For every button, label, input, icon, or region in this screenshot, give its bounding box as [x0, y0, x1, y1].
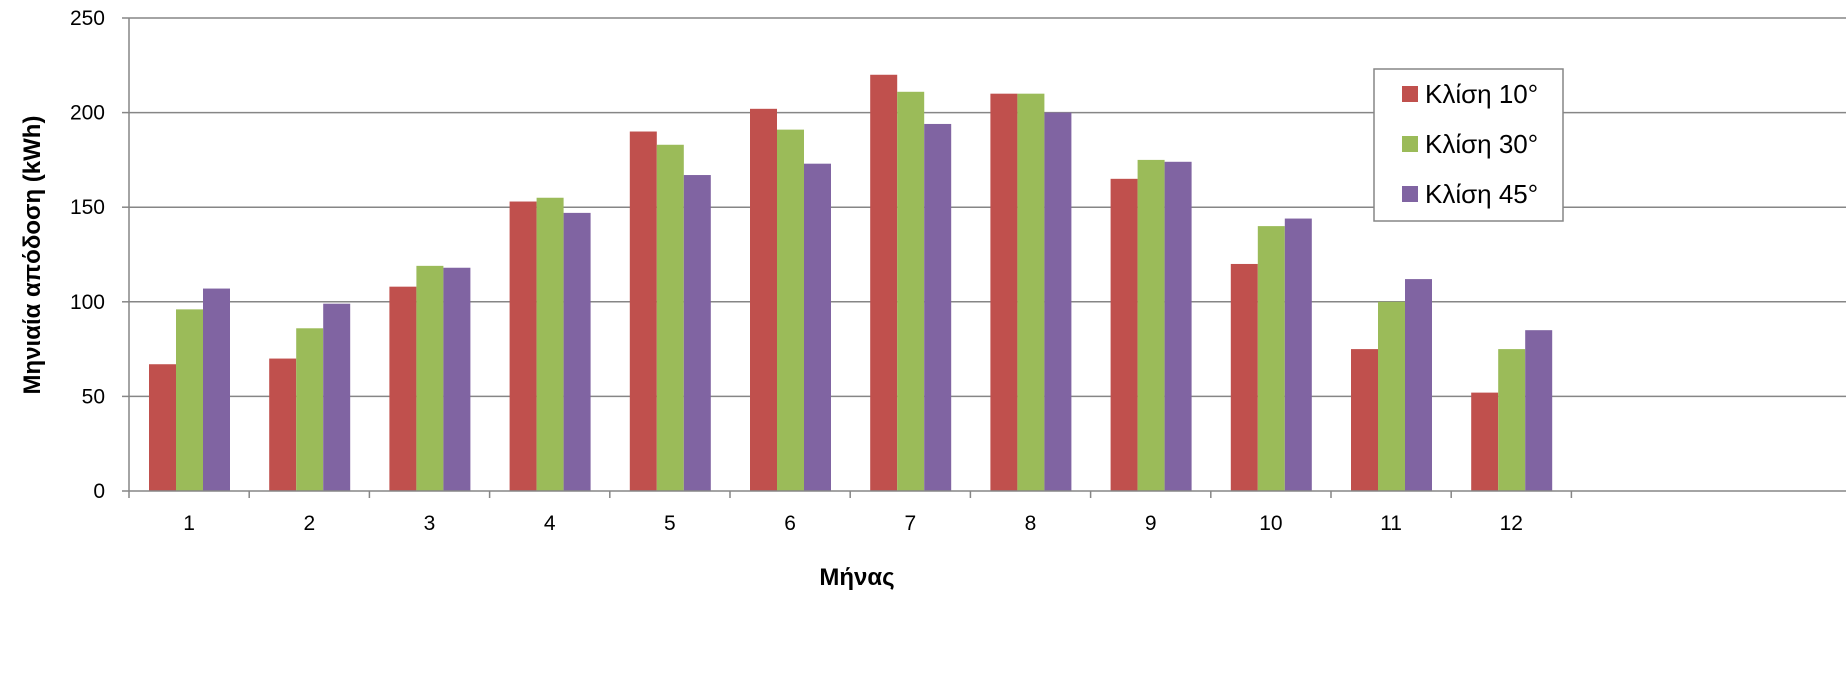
legend-label-tilt-45: Κλίση 45° — [1425, 179, 1538, 209]
bar — [1405, 279, 1432, 491]
x-tick-label: 12 — [1500, 512, 1523, 535]
bar — [990, 93, 1018, 492]
x-tick-label: 1 — [183, 512, 195, 535]
bar — [389, 286, 417, 491]
x-tick-label: 4 — [544, 512, 556, 535]
bar — [804, 163, 831, 491]
legend: Κλίση 10° Κλίση 30° Κλίση 45° — [1373, 68, 1564, 222]
bar — [750, 108, 777, 491]
bar — [683, 175, 711, 491]
legend-item-tilt-10: Κλίση 10° — [1402, 79, 1538, 109]
bar — [149, 364, 176, 491]
bar — [1498, 349, 1526, 491]
x-tick-label: 7 — [904, 512, 916, 535]
x-tick-label: 8 — [1025, 512, 1037, 535]
legend-item-tilt-45: Κλίση 45° — [1402, 179, 1538, 209]
legend-swatch-tilt-10 — [1402, 86, 1418, 102]
bar — [1164, 161, 1192, 492]
bar — [1257, 226, 1285, 491]
y-tick-label: 250 — [70, 7, 105, 30]
legend-swatch-tilt-45 — [1402, 186, 1418, 202]
y-tick-label: 100 — [70, 291, 105, 314]
bar — [897, 91, 925, 492]
bar — [1525, 330, 1553, 491]
y-axis-title: Μηνιαία απόδοση (kWh) — [19, 116, 46, 395]
bar — [1137, 159, 1165, 491]
y-tick-label: 0 — [93, 480, 105, 503]
bar — [203, 288, 230, 491]
bar — [176, 309, 203, 491]
bar — [416, 265, 444, 491]
bar — [1471, 392, 1499, 491]
legend-swatch-tilt-30 — [1402, 136, 1418, 152]
bar — [629, 131, 657, 491]
legend-label-tilt-30: Κλίση 30° — [1425, 129, 1538, 159]
bar — [1017, 93, 1045, 492]
bar — [1284, 218, 1312, 491]
legend-label-tilt-10: Κλίση 10° — [1425, 79, 1538, 109]
bars — [149, 74, 1553, 492]
x-axis-title: Μήνας — [819, 564, 894, 591]
x-tick-label: 5 — [664, 512, 676, 535]
gridlines — [129, 17, 1846, 398]
bar — [777, 129, 804, 492]
x-tick-label: 11 — [1380, 512, 1402, 535]
bar — [1351, 349, 1378, 491]
bar — [924, 123, 952, 492]
legend-item-tilt-30: Κλίση 30° — [1402, 129, 1538, 159]
bar — [509, 201, 537, 492]
bar — [269, 358, 297, 491]
x-tick-label: 3 — [424, 512, 436, 535]
y-tick-label: 200 — [70, 102, 105, 125]
x-tick-label: 10 — [1259, 512, 1282, 535]
x-tick-label: 6 — [784, 512, 796, 535]
ticks — [122, 17, 1573, 498]
bar — [296, 328, 324, 491]
bar — [1378, 301, 1405, 491]
bar — [1110, 178, 1138, 491]
bar — [1230, 263, 1258, 491]
y-tick-label: 50 — [82, 385, 105, 408]
bar — [323, 303, 351, 491]
bar — [443, 267, 471, 491]
bar — [1044, 112, 1072, 491]
axes — [128, 18, 1846, 492]
bar — [536, 197, 564, 492]
x-tick-label: 9 — [1145, 512, 1157, 535]
bar — [563, 212, 591, 491]
bar — [870, 74, 898, 491]
bar — [656, 144, 684, 491]
y-tick-label: 150 — [70, 196, 105, 219]
x-tick-label: 2 — [303, 512, 315, 535]
